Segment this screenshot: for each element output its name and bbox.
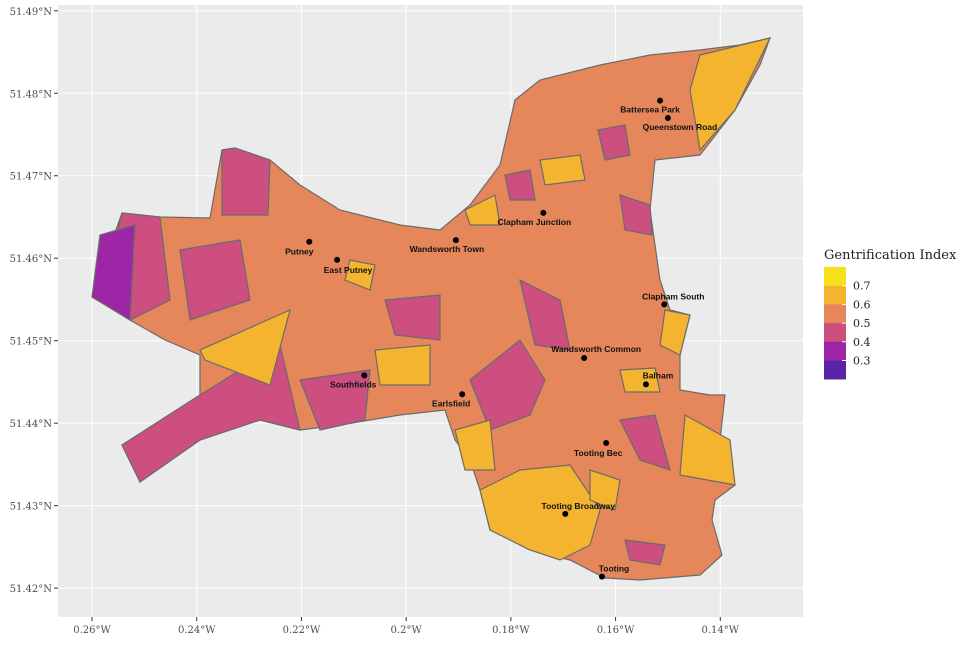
ward <box>384 294 441 341</box>
y-tick-label: 51.43°N <box>10 502 53 513</box>
ward <box>464 194 501 226</box>
y-tick-label: 51.49°N <box>10 7 53 18</box>
station-point <box>657 97 664 104</box>
station-label: Wandsworth Town <box>410 244 485 254</box>
station-label: Tooting Broadway <box>542 501 616 511</box>
station-label: Battersea Park <box>620 105 680 115</box>
legend-label: 0.4 <box>853 336 871 349</box>
x-tick-label: 0.24°W <box>178 625 216 636</box>
ward <box>659 309 691 356</box>
legend-label: 0.5 <box>853 317 871 330</box>
station-point <box>664 114 671 121</box>
borough-map <box>91 37 772 581</box>
ward <box>619 414 671 471</box>
ward <box>479 464 601 561</box>
station-label: Earlsfield <box>432 398 470 408</box>
station-point <box>581 355 588 362</box>
ward <box>624 539 666 566</box>
ward <box>344 259 376 291</box>
ward <box>199 308 291 386</box>
ward <box>539 154 586 186</box>
y-tick-label: 51.42°N <box>10 584 53 595</box>
legend-swatch <box>824 323 846 343</box>
station-point <box>334 256 341 263</box>
ward <box>299 369 371 431</box>
station-label: Southfields <box>330 379 377 389</box>
station-label: Tooting <box>599 564 630 574</box>
station-point <box>459 391 466 398</box>
station-point <box>540 209 547 216</box>
station-point <box>598 573 605 580</box>
station-point <box>642 381 649 388</box>
ward <box>221 147 271 216</box>
legend-swatch <box>824 285 846 305</box>
x-tick-label: 0.16°W <box>597 625 635 636</box>
legend-label: 0.3 <box>853 355 871 368</box>
ward <box>689 37 772 152</box>
station-label: Balham <box>643 370 674 380</box>
axes: 0.26°W 0.24°W 0.22°W 0.2°W 0.18°W 0.16°W 0.14°… <box>10 7 740 636</box>
y-tick-label: 51.46°N <box>10 254 53 265</box>
station-label: Tooting Bec <box>574 448 623 458</box>
legend-label: 0.7 <box>853 280 871 293</box>
station-label: Queenstown Road <box>643 122 718 132</box>
ward <box>619 367 661 393</box>
stations: Battersea Park Queenstown Road Clapham Jun… <box>285 97 718 580</box>
y-tick-label: 51.48°N <box>10 89 53 100</box>
station-label: Clapham Junction <box>497 217 571 227</box>
station-point <box>306 238 313 245</box>
station-label: Wandsworth Common <box>551 344 641 354</box>
station-label: East Putney <box>324 265 373 275</box>
legend-swatch <box>824 267 846 286</box>
station-point <box>562 510 569 517</box>
station-label: Putney <box>285 247 314 257</box>
ward <box>619 194 653 236</box>
ward <box>519 278 571 351</box>
ward <box>374 344 431 386</box>
y-tick-label: 51.47°N <box>10 172 53 183</box>
ward <box>679 414 736 486</box>
legend-swatch <box>824 341 846 361</box>
station-point <box>361 372 368 379</box>
ward <box>454 419 496 471</box>
y-tick-label: 51.45°N <box>10 337 53 348</box>
ward <box>179 239 251 321</box>
y-tick-label: 51.44°N <box>10 419 53 430</box>
x-tick-label: 0.26°W <box>73 625 111 636</box>
ward <box>91 224 136 322</box>
ward <box>597 124 631 161</box>
station-point <box>452 237 459 244</box>
legend-swatch <box>824 304 846 324</box>
ward <box>504 169 536 201</box>
legend-swatch <box>824 360 846 380</box>
legend: Gentrification Index 0.7 0.6 0.5 0.4 0.3 <box>824 248 957 380</box>
station-point <box>603 439 610 446</box>
legend-label: 0.6 <box>853 298 871 311</box>
station-point <box>661 301 668 308</box>
legend-title: Gentrification Index <box>824 248 957 263</box>
x-tick-label: 0.14°W <box>702 625 740 636</box>
x-tick-label: 0.22°W <box>283 625 321 636</box>
ward <box>589 469 621 511</box>
x-tick-label: 0.2°W <box>391 625 423 636</box>
station-label: Clapham South <box>642 291 704 301</box>
x-tick-label: 0.18°W <box>492 625 530 636</box>
